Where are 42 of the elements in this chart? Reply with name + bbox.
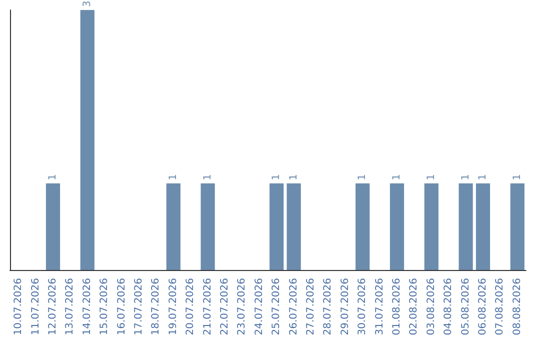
data-label: 1 (357, 174, 368, 180)
x-tick-label: 14.07.2026 (82, 278, 93, 336)
x-tick-label: 30.07.2026 (357, 278, 368, 336)
x-tick-label: 25.07.2026 (271, 278, 282, 336)
data-label: 3 (82, 0, 93, 7)
data-label: 1 (512, 174, 523, 180)
data-label: 1 (478, 174, 488, 180)
x-tick-label: 29.07.2026 (340, 278, 351, 336)
x-tick-label: 31.07.2026 (374, 278, 386, 336)
x-tick-label: 01.08.2026 (392, 278, 402, 336)
x-tick-label: 04.08.2026 (443, 278, 454, 336)
x-tick-label: 28.07.2026 (322, 278, 334, 336)
x-tick-label: 02.08.2026 (408, 278, 420, 336)
x-tick-label: 06.08.2026 (478, 278, 488, 336)
x-tick-label: 05.08.2026 (460, 278, 472, 336)
x-tick-label: 26.07.2026 (288, 278, 300, 336)
x-tick-label: 17.07.2026 (134, 278, 144, 336)
x-tick-label: 20.07.2026 (185, 278, 196, 336)
x-tick-label: 27.07.2026 (306, 278, 316, 336)
data-label: 1 (288, 174, 300, 180)
data-label: 1 (202, 174, 214, 180)
x-tick-label: 11.07.2026 (30, 278, 42, 336)
data-label: 1 (48, 174, 58, 180)
x-tick-label: 08.08.2026 (512, 278, 523, 336)
x-tick-label: 21.07.2026 (202, 278, 214, 336)
x-tick-label: 22.07.2026 (220, 278, 230, 336)
x-tick-label: 13.07.2026 (64, 278, 76, 336)
x-tick-label: 18.07.2026 (150, 278, 162, 336)
x-tick-label: 15.07.2026 (99, 278, 110, 336)
x-tick-label: 23.07.2026 (236, 278, 248, 336)
x-tick-label: 12.07.2026 (48, 278, 58, 336)
x-tick-label: 03.08.2026 (426, 278, 437, 336)
data-label: 1 (392, 174, 402, 180)
x-tick-label: 16.07.2026 (116, 278, 128, 336)
data-label: 1 (426, 174, 437, 180)
x-tick-label: 07.08.2026 (494, 278, 506, 336)
x-tick-label: 10.07.2026 (13, 278, 24, 336)
x-tick-label: 19.07.2026 (168, 278, 179, 336)
data-label: 1 (460, 174, 472, 180)
x-tick-label: 24.07.2026 (254, 278, 265, 336)
data-label: 1 (168, 174, 179, 180)
data-label: 1 (271, 174, 282, 180)
